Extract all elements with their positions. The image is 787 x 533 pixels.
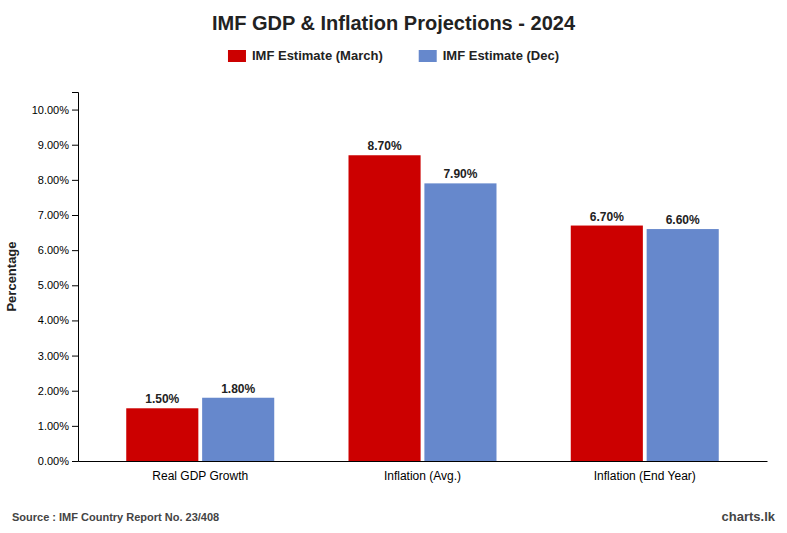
legend-swatch — [228, 50, 246, 62]
bar — [126, 408, 198, 461]
y-tick-mark — [72, 461, 78, 462]
y-axis: 0.00% 1.00% 2.00% 3.00% 4.00% 5.00% 6.00% 7.00%… — [32, 93, 79, 468]
chart: IMF GDP & Inflation Projections - 2024 IM… — [0, 0, 787, 533]
y-tick: 4.00% — [38, 314, 78, 326]
bar — [647, 229, 719, 461]
legend-label: IMF Estimate (March) — [252, 48, 383, 63]
y-tick: 5.00% — [38, 279, 78, 291]
source-note: Source : IMF Country Report No. 23/408 — [12, 511, 219, 523]
data-label: 1.80% — [221, 382, 255, 396]
bar — [349, 155, 421, 461]
y-tick-label: 6.00% — [38, 244, 69, 256]
y-tick-mark — [72, 320, 78, 321]
y-axis-title: Percentage — [4, 241, 19, 311]
y-tick: 3.00% — [38, 350, 78, 362]
x-tick: Real GDP Growth — [152, 469, 248, 483]
legend-item: IMF Estimate (Dec) — [419, 48, 559, 63]
x-tick-label: Inflation (End Year) — [594, 469, 696, 483]
data-label: 8.70% — [368, 139, 402, 153]
plot: 0.00% 1.00% 2.00% 3.00% 4.00% 5.00% 6.00% 7.00%… — [32, 93, 768, 483]
y-tick-label: 8.00% — [38, 174, 69, 186]
legend-item: IMF Estimate (March) — [228, 48, 383, 63]
data-labels: 1.50% 8.70% 6.70% 1.80% 7.90% 6.60% — [145, 139, 700, 406]
y-tick-label: 0.00% — [38, 455, 69, 467]
y-tick-mark — [72, 285, 78, 286]
y-tick-label: 2.00% — [38, 385, 69, 397]
data-label: 7.90% — [443, 167, 477, 181]
bar — [202, 398, 274, 461]
title: IMF GDP & Inflation Projections - 2024 — [212, 12, 576, 34]
watermark: charts.lk — [722, 509, 776, 524]
bar — [424, 183, 496, 461]
y-tick-label: 9.00% — [38, 139, 69, 151]
y-tick-mark — [72, 356, 78, 357]
y-tick: 0.00% — [38, 455, 78, 467]
x-axis-line — [79, 461, 768, 462]
y-tick-mark — [72, 426, 78, 427]
y-tick: 9.00% — [38, 139, 78, 151]
bars — [126, 155, 719, 461]
legend-swatch — [419, 50, 437, 62]
data-label: 6.60% — [666, 213, 700, 227]
y-tick-label: 1.00% — [38, 420, 69, 432]
y-tick-mark — [72, 110, 78, 111]
y-tick-mark — [72, 215, 78, 216]
y-tick-mark — [72, 391, 78, 392]
x-tick-label: Inflation (Avg.) — [384, 469, 461, 483]
x-axis: Real GDP Growth Inflation (Avg.) Inflation… — [79, 462, 768, 483]
y-tick-mark — [72, 180, 78, 181]
y-tick: 7.00% — [38, 209, 78, 221]
y-tick: 6.00% — [38, 244, 78, 256]
y-tick-label: 10.00% — [32, 104, 70, 116]
y-tick: 1.00% — [38, 420, 78, 432]
legend: IMF Estimate (March) IMF Estimate (Dec) — [228, 48, 559, 63]
y-tick-label: 7.00% — [38, 209, 69, 221]
x-tick-label: Real GDP Growth — [152, 469, 248, 483]
y-tick-label: 4.00% — [38, 314, 69, 326]
y-tick-mark — [72, 250, 78, 251]
y-tick: 10.00% — [32, 104, 78, 116]
y-tick: 8.00% — [38, 174, 78, 186]
x-tick: Inflation (End Year) — [594, 469, 696, 483]
y-tick-mark — [72, 145, 78, 146]
data-label: 6.70% — [590, 210, 624, 224]
y-axis-line — [72, 93, 79, 462]
y-tick-label: 5.00% — [38, 279, 69, 291]
x-tick: Inflation (Avg.) — [384, 469, 461, 483]
y-tick: 2.00% — [38, 385, 78, 397]
y-tick-label: 3.00% — [38, 350, 69, 362]
legend-label: IMF Estimate (Dec) — [443, 48, 559, 63]
data-label: 1.50% — [145, 392, 179, 406]
bar — [571, 226, 643, 461]
